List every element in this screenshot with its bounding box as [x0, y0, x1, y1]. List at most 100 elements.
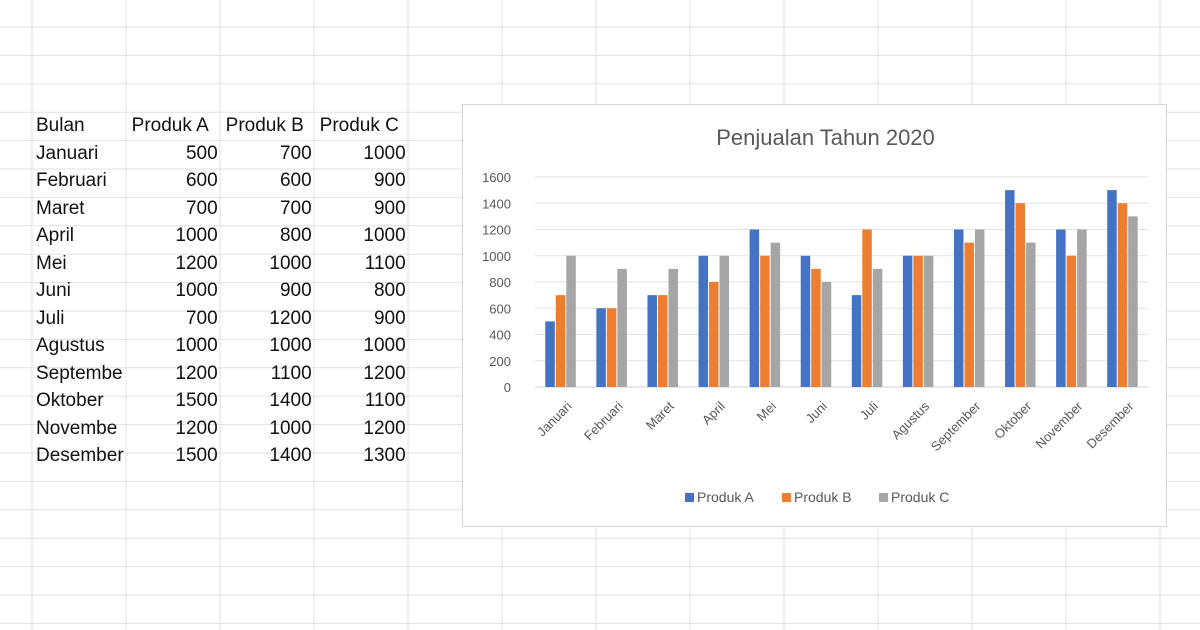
bar-produk-b-oktober[interactable] — [1015, 203, 1026, 387]
month-cell[interactable]: April — [36, 225, 75, 247]
bar-produk-a-maret[interactable] — [647, 295, 657, 387]
month-cell[interactable]: Novembe — [36, 417, 118, 439]
bar-produk-c-maret[interactable] — [668, 268, 678, 387]
bar-produk-b-juni[interactable] — [811, 268, 821, 387]
header-row: Bulan Produk A Produk B Produk C — [32, 112, 410, 140]
bar-produk-b-desember[interactable] — [1117, 203, 1128, 387]
value-cell[interactable]: 1200 — [175, 362, 218, 384]
month-cell[interactable]: Mei — [36, 252, 67, 274]
bar-produk-b-april[interactable] — [709, 282, 719, 387]
bar-produk-a-juli[interactable] — [851, 295, 862, 387]
bar-produk-b-mei[interactable] — [760, 255, 770, 387]
value-cell[interactable]: 800 — [279, 225, 312, 247]
month-cell[interactable]: Juli — [36, 307, 65, 329]
bar-produk-c-juli[interactable] — [872, 268, 883, 387]
y-tick-label: 200 — [489, 354, 511, 369]
table-row: Desember 1500 1400 1300 — [32, 442, 410, 470]
table-row: Novembe 1200 1000 1200 — [32, 415, 410, 443]
value-cell[interactable]: 700 — [185, 307, 218, 329]
value-cell[interactable]: 1000 — [363, 335, 406, 357]
bar-produk-a-januari[interactable] — [545, 321, 555, 387]
value-cell[interactable]: 1200 — [363, 417, 406, 439]
value-cell[interactable]: 1500 — [175, 390, 218, 412]
bar-produk-c-desember[interactable] — [1128, 216, 1138, 387]
x-tick-label: Maret — [643, 398, 677, 432]
bar-produk-c-februari[interactable] — [617, 268, 627, 387]
month-cell[interactable]: Desember — [36, 445, 124, 467]
value-cell[interactable]: 700 — [279, 197, 312, 219]
y-tick-label: 600 — [489, 301, 511, 316]
y-tick-label: 400 — [489, 328, 511, 343]
value-cell[interactable]: 1400 — [269, 445, 312, 467]
month-cell[interactable]: Septembe — [36, 362, 123, 384]
value-cell[interactable]: 1200 — [175, 417, 218, 439]
value-cell[interactable]: 1000 — [269, 252, 312, 274]
bar-produk-b-september[interactable] — [964, 242, 974, 387]
value-cell[interactable]: 800 — [373, 280, 406, 302]
month-cell[interactable]: Maret — [36, 197, 85, 219]
header-cell-produk-c[interactable]: Produk C — [319, 115, 399, 137]
value-cell[interactable]: 600 — [279, 170, 312, 192]
value-cell[interactable]: 900 — [373, 170, 406, 192]
value-cell[interactable]: 900 — [373, 307, 406, 329]
table-row: Januari 500 700 1000 — [32, 140, 410, 168]
value-cell[interactable]: 1200 — [269, 307, 312, 329]
value-cell[interactable]: 1000 — [269, 417, 312, 439]
bar-produk-b-juli[interactable] — [862, 229, 872, 388]
bar-produk-b-februari[interactable] — [606, 308, 617, 387]
value-cell[interactable]: 600 — [185, 170, 218, 192]
month-cell[interactable]: Januari — [36, 142, 99, 164]
bar-produk-b-maret[interactable] — [657, 295, 668, 387]
value-cell[interactable]: 1000 — [363, 225, 406, 247]
bar-produk-b-januari[interactable] — [555, 295, 566, 387]
header-cell-bulan[interactable]: Bulan — [36, 115, 85, 137]
bar-produk-c-agustus[interactable] — [923, 255, 934, 387]
bar-produk-b-agustus[interactable] — [913, 255, 923, 387]
bar-produk-a-juni[interactable] — [800, 255, 811, 387]
chart-container[interactable]: Penjualan Tahun 2020 0 200 400 600 800 1000 120… — [462, 104, 1167, 527]
value-cell[interactable]: 1100 — [364, 252, 406, 274]
bar-produk-a-mei[interactable] — [749, 229, 760, 388]
bar-produk-c-september[interactable] — [974, 229, 985, 388]
value-cell[interactable]: 1000 — [269, 335, 312, 357]
value-cell[interactable]: 1200 — [175, 252, 218, 274]
month-cell[interactable]: Juni — [36, 280, 71, 302]
bar-produk-a-desember[interactable] — [1107, 190, 1117, 387]
header-cell-produk-a[interactable]: Produk A — [131, 115, 209, 137]
bar-produk-a-februari[interactable] — [596, 308, 606, 387]
bar-produk-a-oktober[interactable] — [1005, 190, 1015, 387]
value-cell[interactable]: 900 — [279, 280, 312, 302]
value-cell[interactable]: 1000 — [363, 142, 406, 164]
value-cell[interactable]: 700 — [185, 197, 218, 219]
value-cell[interactable]: 1000 — [175, 280, 218, 302]
month-cell[interactable]: Oktober — [36, 390, 104, 412]
bar-produk-b-november[interactable] — [1066, 255, 1077, 387]
bar-produk-a-april[interactable] — [698, 255, 709, 387]
bar-produk-a-november[interactable] — [1056, 229, 1066, 388]
month-cell[interactable]: Agustus — [36, 335, 105, 357]
value-cell[interactable]: 1500 — [175, 445, 218, 467]
legend-swatch — [782, 493, 791, 502]
bar-produk-c-oktober[interactable] — [1026, 242, 1036, 387]
value-cell[interactable]: 1000 — [175, 335, 218, 357]
bar-produk-c-januari[interactable] — [566, 255, 576, 387]
value-cell[interactable]: 1100 — [364, 390, 406, 412]
y-tick-label: 800 — [489, 275, 511, 290]
bar-produk-c-juni[interactable] — [821, 282, 832, 387]
header-cell-produk-b[interactable]: Produk B — [225, 115, 304, 137]
y-tick-label: 1200 — [482, 223, 511, 238]
value-cell[interactable]: 1000 — [175, 225, 218, 247]
value-cell[interactable]: 500 — [185, 142, 218, 164]
value-cell[interactable]: 700 — [279, 142, 312, 164]
value-cell[interactable]: 1300 — [363, 445, 406, 467]
value-cell[interactable]: 1200 — [363, 362, 406, 384]
bar-produk-a-agustus[interactable] — [902, 255, 913, 387]
bar-produk-c-mei[interactable] — [770, 242, 781, 387]
bar-produk-c-november[interactable] — [1077, 229, 1087, 388]
value-cell[interactable]: 900 — [373, 197, 406, 219]
value-cell[interactable]: 1100 — [270, 362, 312, 384]
value-cell[interactable]: 1400 — [269, 390, 312, 412]
bar-produk-a-september[interactable] — [953, 229, 964, 388]
bar-produk-c-april[interactable] — [719, 255, 730, 387]
month-cell[interactable]: Februari — [36, 170, 107, 192]
